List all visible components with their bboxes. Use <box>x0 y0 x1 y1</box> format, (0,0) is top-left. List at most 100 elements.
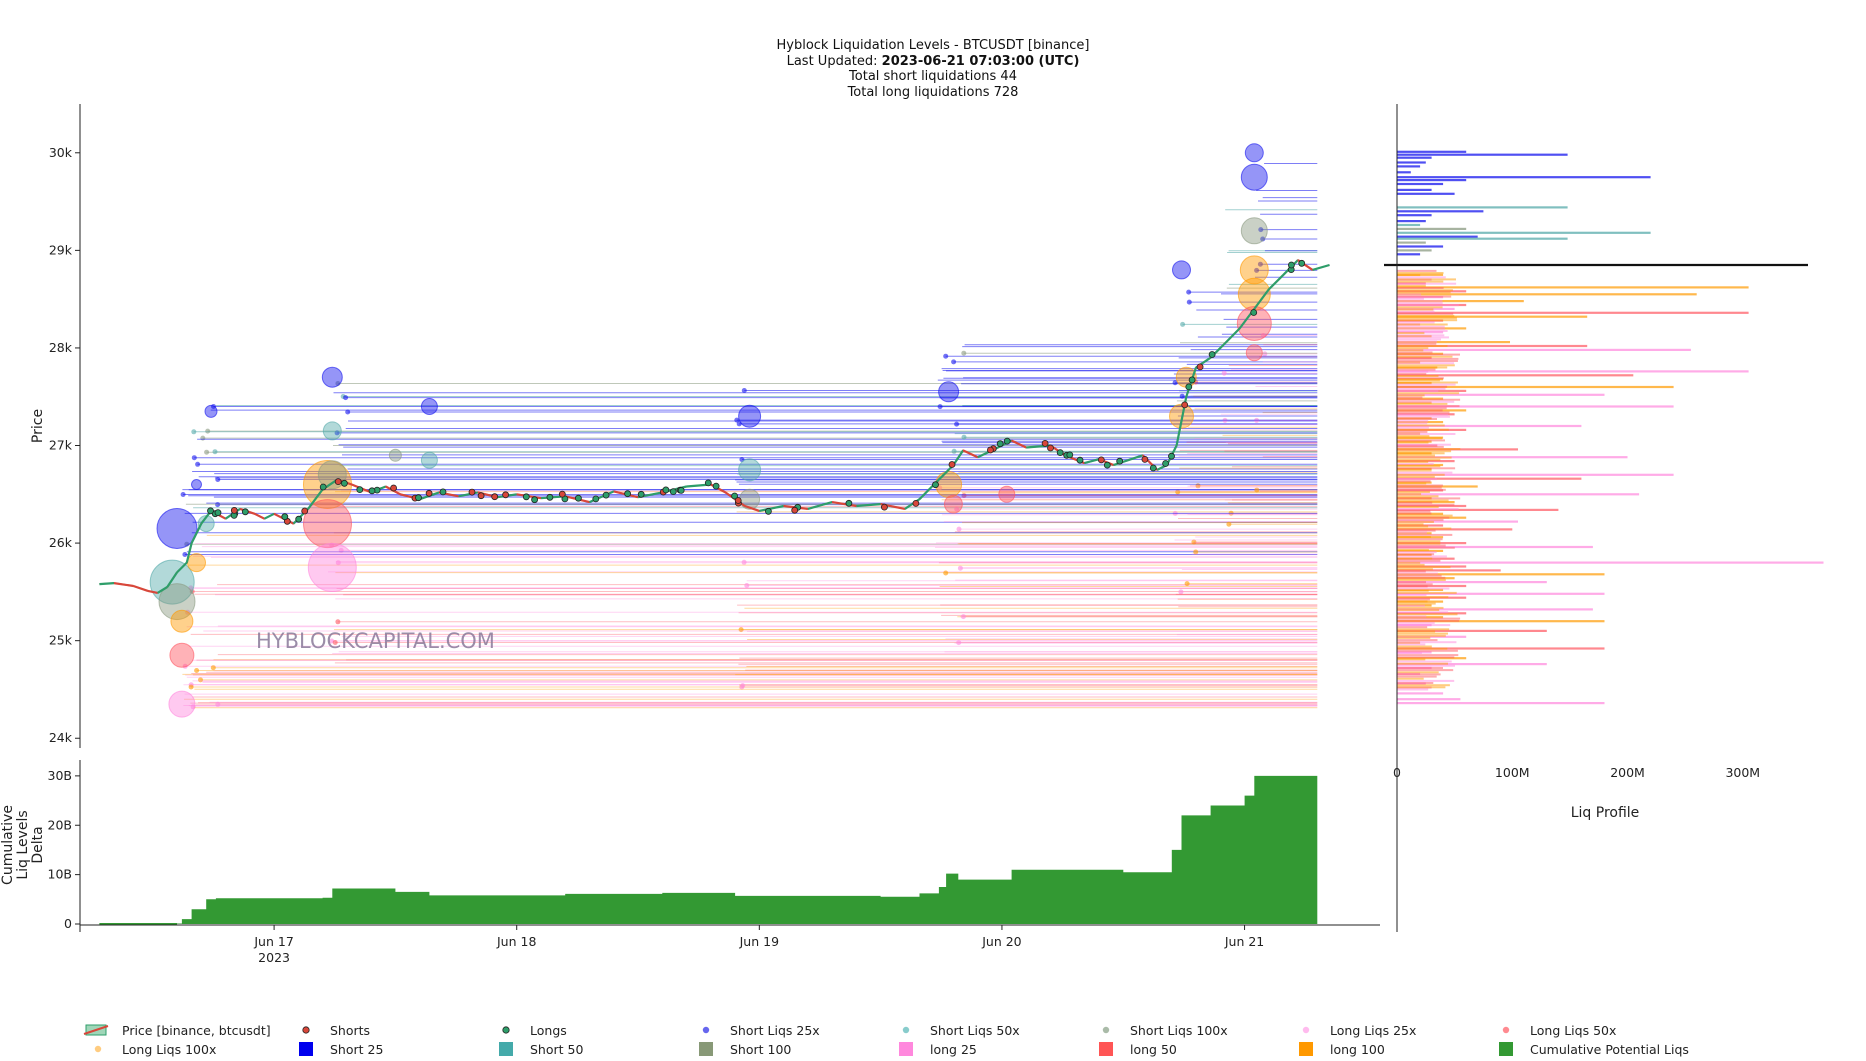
profile-base-bar <box>1397 688 1429 691</box>
y-tick-label: 26k <box>49 535 73 550</box>
long-marker <box>575 494 582 502</box>
profile-base-bar <box>1397 321 1435 324</box>
profile-base-bar <box>1397 463 1434 466</box>
profile-base-bar <box>1397 662 1448 665</box>
profile-short-bar <box>1397 150 1467 153</box>
profile-base-bar <box>1397 576 1446 579</box>
liq-level-dot <box>195 461 201 467</box>
y-tick-label: 29k <box>49 242 73 257</box>
legend: Price [binance, btcusdt] Shorts Longs Short… <box>83 1023 1689 1057</box>
profile-base-bar <box>1397 387 1446 390</box>
profile-base-bar <box>1397 499 1449 502</box>
profile-base-bar <box>1397 660 1452 663</box>
profile-long-bar <box>1397 663 1547 666</box>
profile-base-bar <box>1397 574 1442 577</box>
profile-base-bar <box>1397 319 1458 322</box>
liq-level-dot <box>1179 393 1185 399</box>
profile-base-bar <box>1397 469 1432 472</box>
long-marker <box>1076 456 1084 464</box>
liq-level-dot <box>332 640 338 645</box>
profile-base-bar <box>1397 619 1460 622</box>
price-segment <box>831 501 857 508</box>
profile-short-bar <box>1397 206 1568 209</box>
profile-base-bar <box>1397 430 1428 433</box>
long-marker <box>1149 464 1157 472</box>
profile-base-bar <box>1397 521 1434 523</box>
profile-base-bar <box>1397 334 1445 337</box>
profile-base-bar <box>1397 546 1455 549</box>
liq-bubble <box>1236 306 1272 341</box>
profile-base-bar <box>1397 628 1450 631</box>
liq-level-dot <box>951 359 957 365</box>
watermark: HYBLOCKCAPITAL.COM <box>256 629 495 653</box>
x-tick-label: Jun 18 <box>496 934 536 949</box>
profile-base-bar <box>1397 435 1430 438</box>
long-marker <box>319 483 327 491</box>
profile-base-bar <box>1397 390 1439 393</box>
profile-short-bar <box>1397 220 1426 223</box>
legend-label: Longs <box>530 1023 567 1038</box>
short-marker <box>912 499 920 507</box>
profile-short-bar <box>1397 153 1568 156</box>
price-segment <box>1084 458 1100 465</box>
profile-base-bar <box>1397 482 1427 485</box>
long-marker <box>340 479 348 487</box>
legend-square <box>1499 1042 1513 1056</box>
y-tick-label: 24k <box>49 730 73 745</box>
cumulative-potential-liqs-area <box>99 773 1318 924</box>
profile-base-bar <box>1397 510 1431 513</box>
price-segment <box>157 586 168 594</box>
long-marker <box>624 490 631 498</box>
liq-bubble <box>738 458 762 482</box>
liq-level-dot <box>182 552 188 557</box>
liq-bubble <box>420 398 438 415</box>
profile-long-bar <box>1397 647 1605 650</box>
long-marker <box>845 499 853 507</box>
profile-base-bar <box>1397 480 1431 483</box>
liq-level-dot <box>215 477 221 482</box>
profile-long-bar <box>1397 692 1444 695</box>
legend-square <box>1299 1042 1313 1056</box>
profile-base-bar <box>1397 441 1429 444</box>
cum-tick-label: 20B <box>48 817 72 832</box>
profile-short-bar <box>1397 171 1411 174</box>
long-marker <box>241 508 249 516</box>
price-segment <box>952 449 965 466</box>
profile-short-bar <box>1397 179 1467 182</box>
profile-long-bar <box>1397 344 1588 348</box>
profile-base-bar <box>1397 615 1427 618</box>
profile-base-bar <box>1397 518 1444 521</box>
profile-base-bar <box>1397 284 1426 287</box>
profile-base-bar <box>1397 297 1424 300</box>
profile-base-bar <box>1397 621 1435 624</box>
liq-level-dot <box>1180 321 1186 327</box>
profile-x-tick-label: 100M <box>1495 765 1530 780</box>
profile-base-bar <box>1397 375 1439 377</box>
profile-base-bar <box>1397 295 1452 298</box>
profile-base-bar <box>1397 293 1422 296</box>
legend-price-line <box>83 1025 109 1035</box>
short-marker <box>468 488 476 496</box>
profile-short-bar <box>1397 223 1421 227</box>
long-marker <box>368 487 376 495</box>
profile-base-bar <box>1397 385 1448 388</box>
legend-square <box>1099 1042 1113 1056</box>
profile-base-bar <box>1397 572 1438 575</box>
short-marker <box>425 489 433 497</box>
legend-item: Cumulative Potential Liqs <box>1499 1042 1689 1057</box>
legend-item: Short Liqs 50x <box>902 1023 1020 1038</box>
profile-base-bar <box>1397 353 1460 356</box>
profile-base-bar <box>1397 533 1453 536</box>
axes: 24k 25k 26k 27k 28k 29k 30k Price 0 10B 20B 30B Cumu… <box>0 104 1760 965</box>
liq-bubble <box>388 448 402 462</box>
profile-long-bar <box>1397 635 1467 638</box>
short-marker <box>477 492 485 500</box>
short-marker <box>1181 401 1189 409</box>
profile-base-bar <box>1397 458 1441 461</box>
profile-base-bar <box>1397 342 1437 345</box>
liq-level-dot <box>191 455 197 461</box>
short-marker <box>1196 363 1204 371</box>
price-segment <box>759 504 784 512</box>
liq-level-dot <box>741 388 747 393</box>
profile-long-bar <box>1397 620 1605 623</box>
